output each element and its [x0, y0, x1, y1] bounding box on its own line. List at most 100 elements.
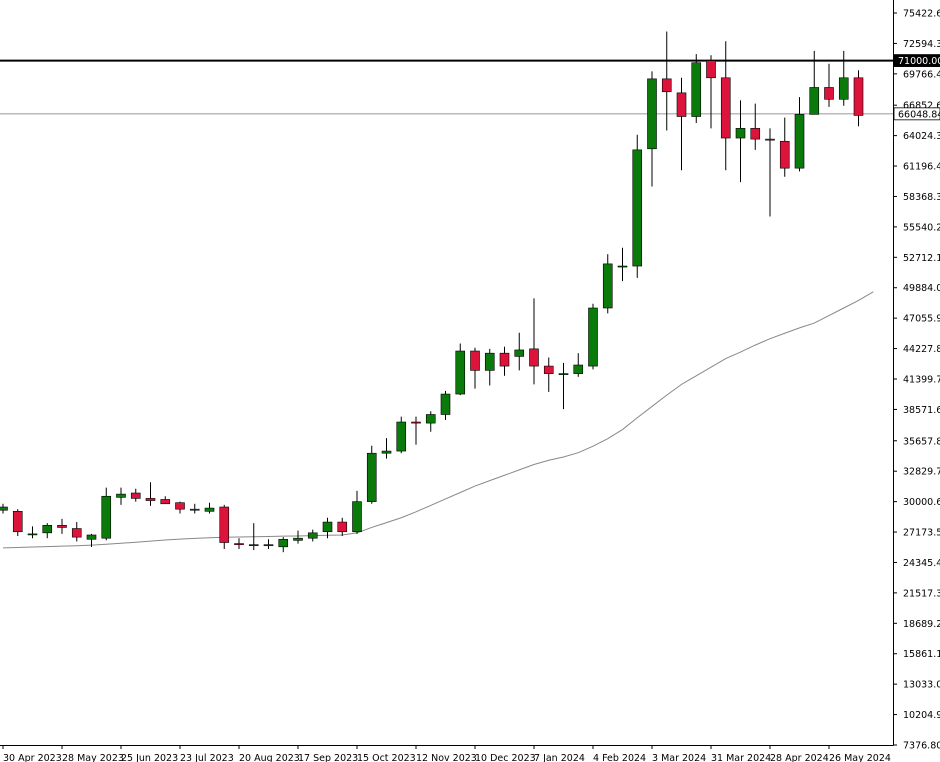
candle: [189, 503, 200, 514]
candle-body-bull: [425, 414, 436, 424]
x-tick-label: 3 Mar 2024: [652, 753, 706, 762]
candle: [263, 539, 274, 549]
candle: [720, 41, 731, 171]
candle-body-bear: [234, 543, 244, 545]
candle-body-bull: [278, 538, 289, 548]
y-tick-label: 27173.50: [903, 528, 940, 539]
candle: [543, 357, 554, 392]
y-tick-label: 24345.40: [903, 558, 940, 569]
x-tick-label: 12 Nov 2023: [416, 753, 477, 762]
candle-body-bull: [101, 495, 112, 539]
candle-body-bear: [12, 511, 23, 533]
y-tick-label: 13033.00: [903, 680, 940, 691]
candle: [293, 530, 303, 544]
x-tick-label: 25 Jun 2023: [121, 753, 178, 762]
candle: [779, 117, 790, 177]
candle: [647, 71, 657, 187]
candle: [809, 50, 820, 115]
candle-body-bear: [71, 528, 82, 538]
candle-body-bear: [529, 348, 539, 367]
candle: [366, 445, 377, 504]
candle: [514, 332, 525, 371]
candle-body-bull: [440, 393, 451, 415]
candle: [381, 438, 392, 459]
candle-body-bull: [352, 501, 362, 533]
candle-body-bull: [632, 149, 643, 267]
candle-body-bear: [853, 77, 864, 116]
candle: [558, 362, 569, 410]
candle-body-bull: [484, 352, 495, 371]
candle-body-bull: [558, 373, 569, 375]
y-tick-label: 35657.80: [903, 436, 940, 447]
candle: [411, 416, 421, 445]
candle: [160, 496, 171, 505]
candle: [691, 54, 702, 123]
candle-body-bull: [307, 532, 318, 539]
x-tick-label: 7 Jan 2024: [534, 753, 585, 762]
y-tick-label: 47055.90: [903, 314, 940, 325]
candle: [632, 134, 643, 278]
x-tick-label: 26 May 2024: [829, 753, 891, 762]
y-tick-label: 52712.10: [903, 253, 940, 264]
candle-body-bull: [455, 350, 466, 395]
y-tick-label: 55540.20: [903, 222, 940, 233]
candle-body-bear: [160, 499, 171, 505]
candle: [278, 537, 289, 553]
candles-layer: [0, 31, 864, 553]
candle-body-bull: [794, 114, 805, 169]
candle-body-bear: [720, 77, 731, 139]
candle: [116, 487, 126, 505]
y-tick-label: 58368.30: [903, 192, 940, 203]
level-label-box: [893, 107, 940, 121]
candle-body-bull: [27, 533, 38, 536]
x-tick-label: 15 Oct 2023: [357, 753, 416, 762]
candle: [307, 529, 318, 542]
candle-body-bull: [735, 128, 746, 139]
candle: [130, 488, 141, 502]
candle-body-bull: [838, 77, 849, 100]
level-label-box: [893, 54, 940, 67]
candle-body-bull: [0, 506, 8, 511]
candle-body-bear: [706, 60, 716, 79]
candle: [234, 538, 244, 549]
candle: [12, 509, 23, 537]
candle: [440, 390, 451, 420]
candle-body-bull: [381, 450, 392, 454]
candle: [86, 533, 97, 547]
candle-body-bear: [189, 508, 200, 511]
candle-body-bear: [145, 498, 156, 501]
candle: [352, 490, 362, 534]
candle: [425, 411, 436, 432]
y-tick-label: 38571.60: [903, 405, 940, 416]
candle-body-bear: [263, 544, 274, 547]
candle-body-bull: [116, 493, 126, 498]
candle: [248, 523, 259, 551]
candle-body-bear: [543, 365, 554, 374]
candle-body-bear: [219, 506, 230, 543]
candle: [470, 347, 480, 389]
y-tick-label: 18689.20: [903, 619, 940, 630]
candle: [484, 348, 495, 386]
candle-body-bull: [396, 421, 407, 452]
candle-body-bear: [779, 140, 790, 169]
candle: [661, 31, 672, 131]
candle-body-bear: [175, 502, 185, 510]
x-tick-label: 17 Sep 2023: [298, 753, 358, 762]
x-tick-label: 23 Jul 2023: [180, 753, 234, 762]
candle-body-bear: [411, 421, 421, 424]
candle-body-bear: [750, 128, 761, 140]
candle: [750, 103, 761, 150]
x-tick-label: 4 Feb 2024: [593, 753, 646, 762]
level-label-1: 66048.84: [893, 107, 940, 121]
y-tick-label: 69766.40: [903, 69, 940, 80]
y-tick-label: 49884.00: [903, 283, 940, 294]
horizontal-lines: [0, 59, 893, 115]
x-tick-label: 31 Mar 2024: [711, 753, 771, 762]
candle-body-bull: [809, 87, 820, 115]
candle: [573, 353, 584, 377]
candle: [838, 50, 849, 106]
candle-body-bull: [322, 521, 333, 533]
